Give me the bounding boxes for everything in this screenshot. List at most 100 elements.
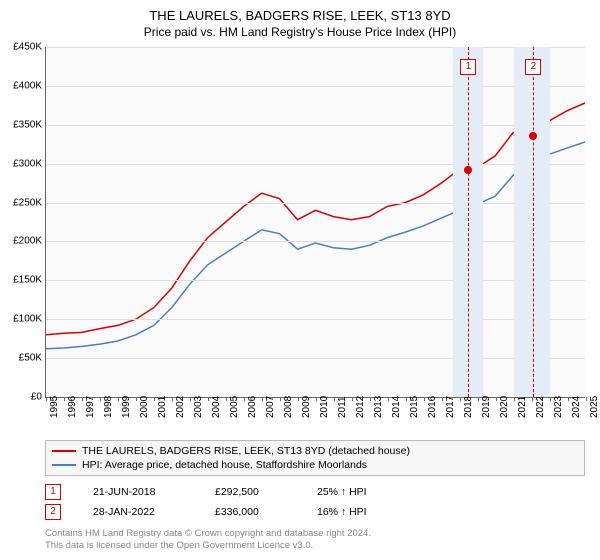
x-axis-label: 1997 — [85, 396, 96, 418]
y-axis-label: £400K — [4, 80, 42, 91]
sales-index-badge: 1 — [45, 484, 61, 500]
legend-label: THE LAURELS, BADGERS RISE, LEEK, ST13 8Y… — [82, 445, 410, 457]
sale-marker-badge: 2 — [525, 59, 541, 75]
x-tick — [82, 397, 83, 401]
x-axis-label: 2008 — [283, 396, 294, 418]
x-axis-label: 2016 — [427, 396, 438, 418]
series-line-hpi — [46, 142, 585, 349]
y-axis-label: £250K — [4, 197, 42, 208]
x-tick — [532, 397, 533, 401]
x-axis-label: 2024 — [571, 396, 582, 418]
x-tick — [550, 397, 551, 401]
chart-lines — [46, 47, 585, 397]
series-line-subject — [46, 103, 585, 335]
x-axis-label: 2010 — [319, 396, 330, 418]
x-tick — [514, 397, 515, 401]
x-axis-label: 2005 — [229, 396, 240, 418]
sales-price: £292,500 — [215, 486, 285, 498]
x-axis-label: 2012 — [355, 396, 366, 418]
sales-hpi: 25% ↑ HPI — [317, 486, 367, 498]
x-tick — [316, 397, 317, 401]
y-axis-label: £200K — [4, 236, 42, 247]
gridline — [46, 241, 585, 242]
x-axis-label: 2001 — [157, 396, 168, 418]
x-tick — [370, 397, 371, 401]
x-tick — [154, 397, 155, 401]
x-tick — [244, 397, 245, 401]
gridline — [46, 203, 585, 204]
gridline — [46, 280, 585, 281]
x-tick — [496, 397, 497, 401]
x-axis-label: 2006 — [247, 396, 258, 418]
sale-marker-dot — [464, 166, 472, 174]
y-axis-label: £150K — [4, 275, 42, 286]
x-axis-label: 1995 — [49, 396, 60, 418]
x-axis-label: 2007 — [265, 396, 276, 418]
gridline — [46, 47, 585, 48]
gridline — [46, 319, 585, 320]
x-tick — [64, 397, 65, 401]
y-axis-label: £50K — [4, 353, 42, 364]
x-tick — [226, 397, 227, 401]
sales-price: £336,000 — [215, 506, 285, 518]
x-tick — [460, 397, 461, 401]
sale-dashline — [468, 47, 469, 397]
gridline — [46, 86, 585, 87]
x-tick — [442, 397, 443, 401]
footer-line: This data is licensed under the Open Gov… — [45, 540, 585, 552]
legend-row-hpi: HPI: Average price, detached house, Staf… — [52, 458, 578, 472]
sales-row: 2 28-JAN-2022 £336,000 16% ↑ HPI — [45, 502, 585, 522]
x-axis-label: 2002 — [175, 396, 186, 418]
x-tick — [262, 397, 263, 401]
x-axis-label: 2011 — [337, 396, 348, 418]
highlight-band — [514, 47, 550, 397]
x-axis-label: 2025 — [589, 396, 600, 418]
x-axis-label: 2018 — [463, 396, 474, 418]
x-axis-label: 2017 — [445, 396, 456, 418]
title-sub: Price paid vs. HM Land Registry's House … — [0, 25, 600, 39]
x-axis-label: 2004 — [211, 396, 222, 418]
footer-line: Contains HM Land Registry data © Crown c… — [45, 528, 585, 540]
x-axis-label: 2013 — [373, 396, 384, 418]
gridline — [46, 358, 585, 359]
sales-index-badge: 2 — [45, 504, 61, 520]
x-axis-label: 2020 — [499, 396, 510, 418]
chart-container: THE LAURELS, BADGERS RISE, LEEK, ST13 8Y… — [0, 0, 600, 560]
x-axis-label: 2021 — [517, 396, 528, 418]
x-axis-label: 2009 — [301, 396, 312, 418]
x-tick — [190, 397, 191, 401]
sale-marker-dot — [529, 132, 537, 140]
x-axis-label: 2000 — [139, 396, 150, 418]
titles: THE LAURELS, BADGERS RISE, LEEK, ST13 8Y… — [0, 0, 600, 39]
x-tick — [478, 397, 479, 401]
x-tick — [46, 397, 47, 401]
sales-row: 1 21-JUN-2018 £292,500 25% ↑ HPI — [45, 482, 585, 502]
legend-label: HPI: Average price, detached house, Staf… — [82, 459, 367, 471]
x-tick — [568, 397, 569, 401]
y-axis-label: £450K — [4, 42, 42, 53]
legend-swatch — [52, 450, 76, 452]
gridline — [46, 164, 585, 165]
legend-row-subject: THE LAURELS, BADGERS RISE, LEEK, ST13 8Y… — [52, 444, 578, 458]
y-axis-label: £300K — [4, 158, 42, 169]
x-tick — [172, 397, 173, 401]
x-tick — [388, 397, 389, 401]
chart-area: £0£50K£100K£150K£200K£250K£300K£350K£400… — [45, 47, 585, 398]
x-tick — [298, 397, 299, 401]
y-axis-label: £350K — [4, 119, 42, 130]
footer: Contains HM Land Registry data © Crown c… — [45, 528, 585, 553]
x-axis-label: 2003 — [193, 396, 204, 418]
x-tick — [424, 397, 425, 401]
x-axis-label: 2019 — [481, 396, 492, 418]
x-tick — [406, 397, 407, 401]
sales-table: 1 21-JUN-2018 £292,500 25% ↑ HPI 2 28-JA… — [45, 482, 585, 522]
x-axis-label: 2022 — [535, 396, 546, 418]
title-main: THE LAURELS, BADGERS RISE, LEEK, ST13 8Y… — [0, 8, 600, 23]
sales-hpi: 16% ↑ HPI — [317, 506, 367, 518]
x-axis-label: 1999 — [121, 396, 132, 418]
x-axis-label: 1996 — [67, 396, 78, 418]
y-axis-label: £100K — [4, 314, 42, 325]
legend: THE LAURELS, BADGERS RISE, LEEK, ST13 8Y… — [45, 440, 585, 476]
legend-swatch — [52, 464, 76, 466]
x-axis-label: 2015 — [409, 396, 420, 418]
